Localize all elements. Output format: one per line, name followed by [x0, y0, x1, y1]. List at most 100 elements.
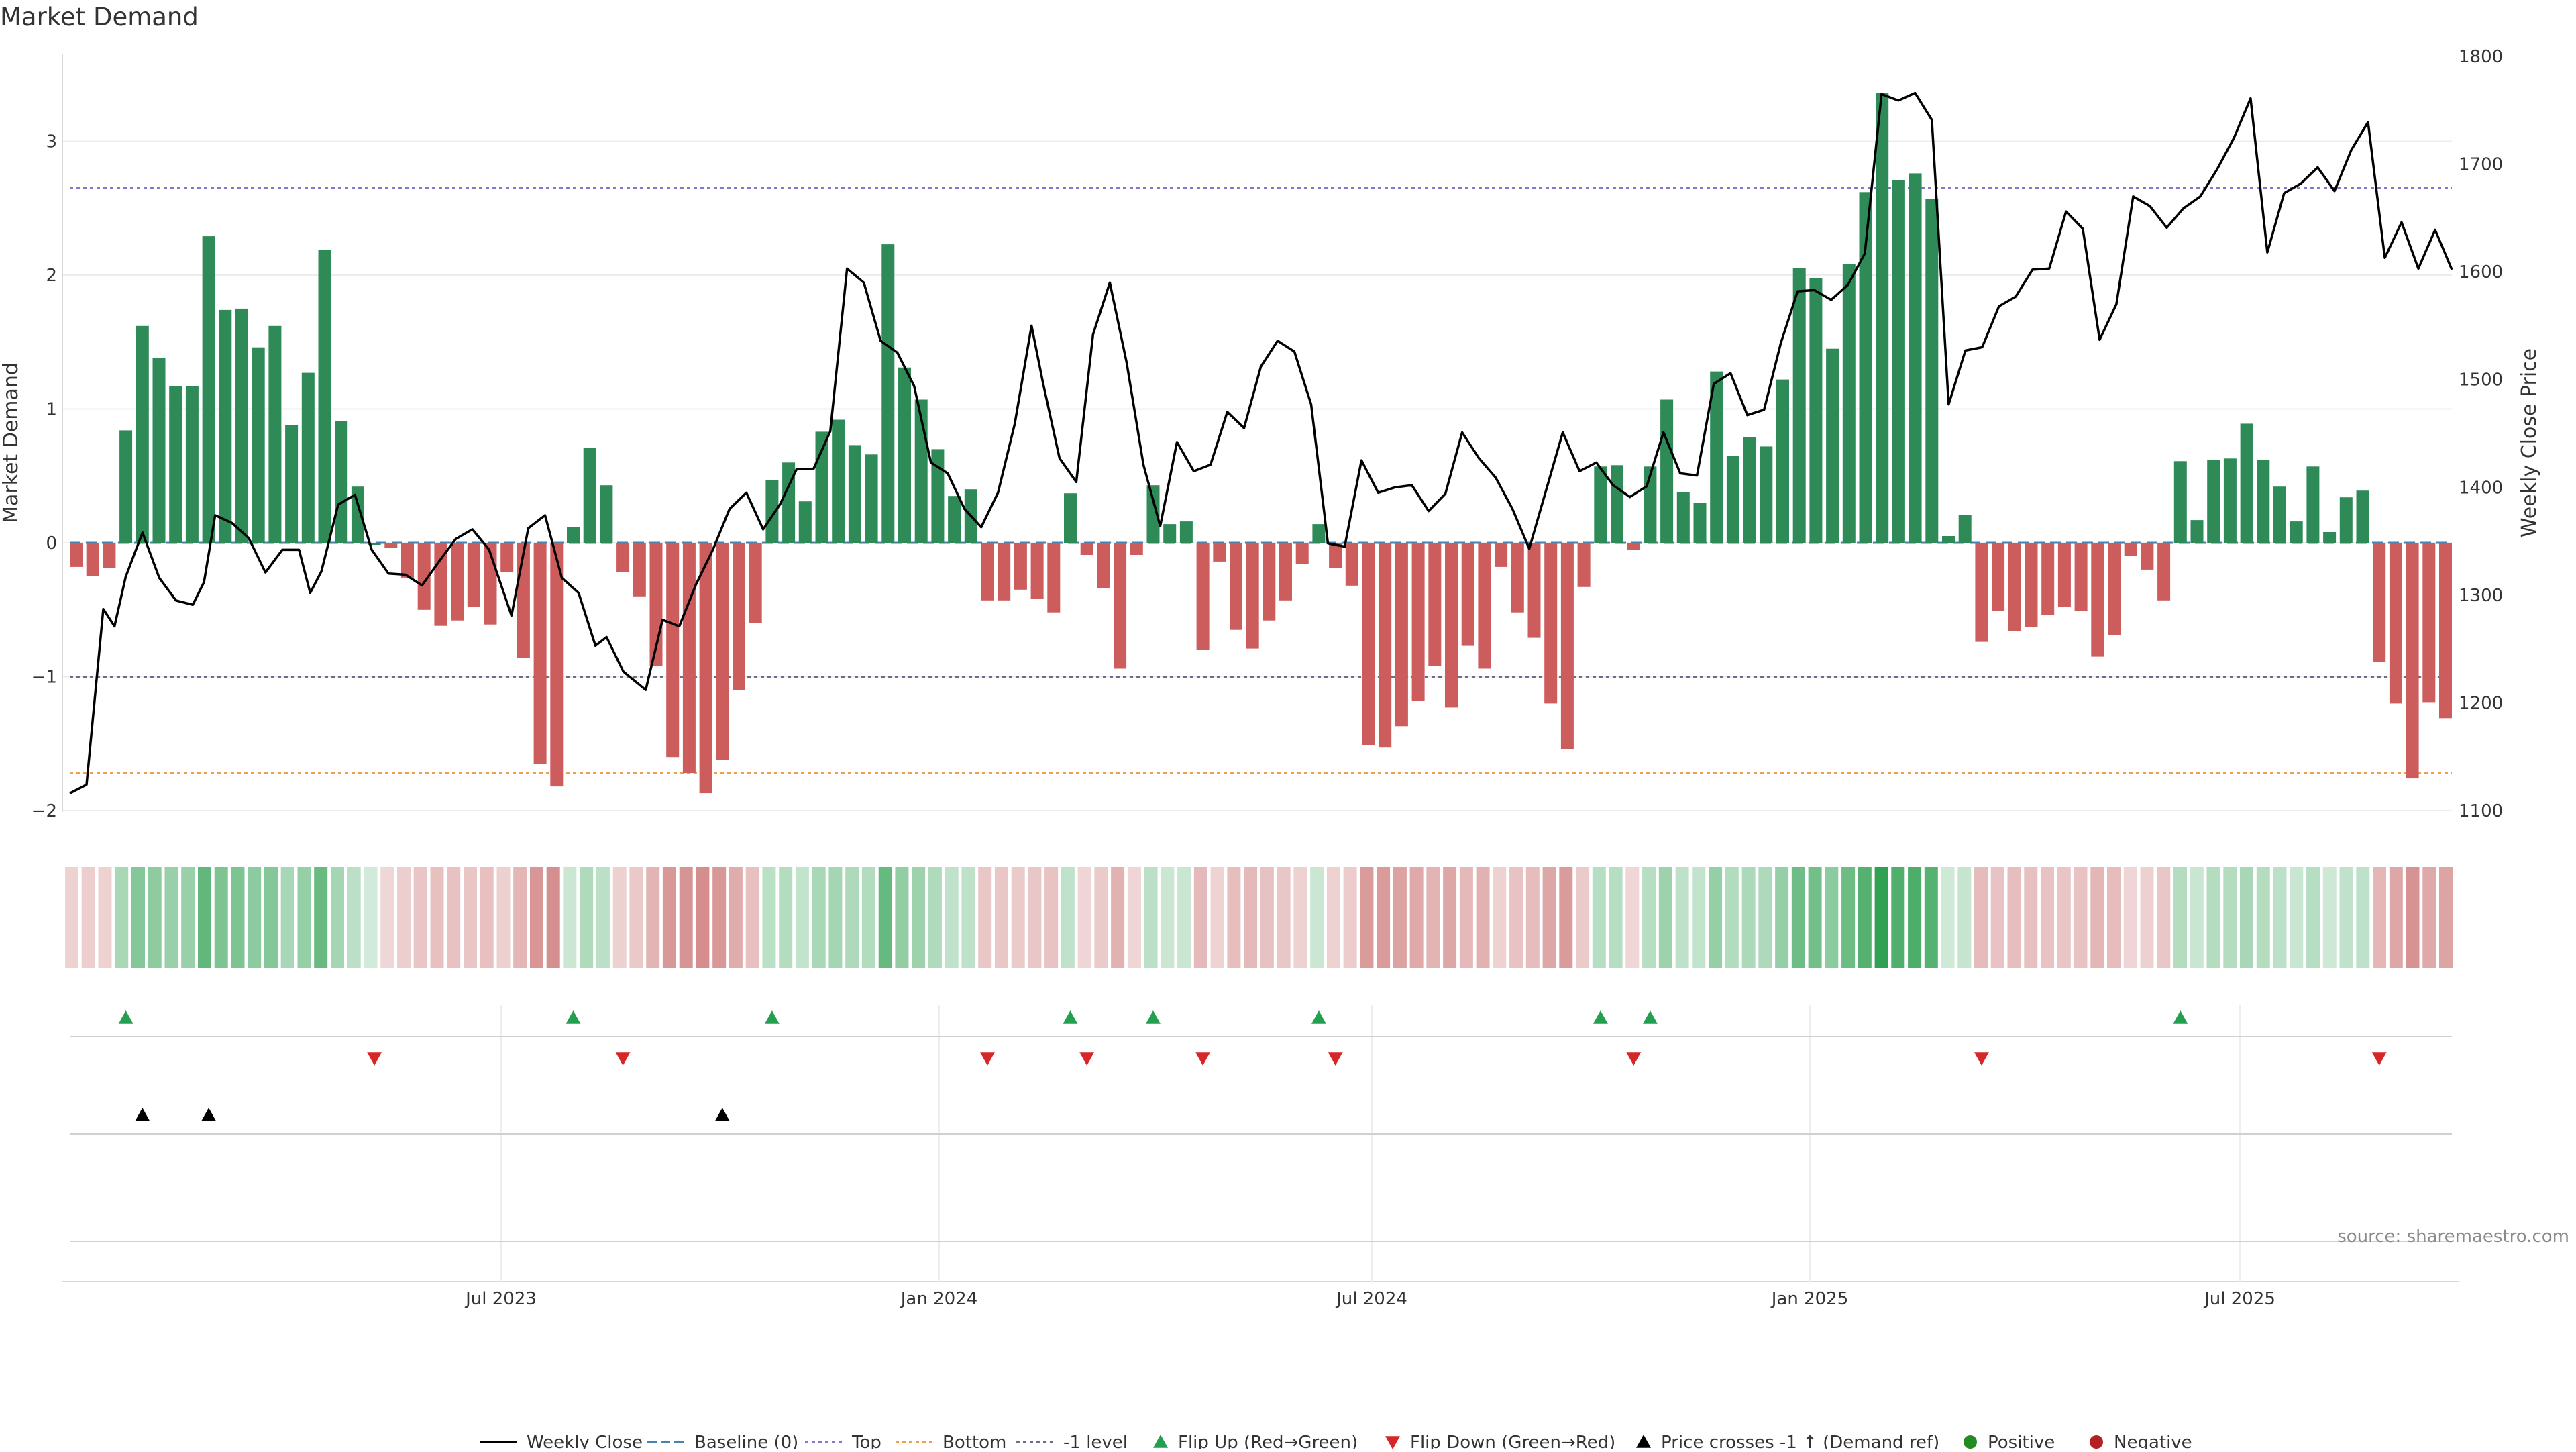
demand-bar [1146, 485, 1160, 543]
y-tick-label: −1 [32, 668, 57, 688]
demand-bar [1080, 543, 1093, 555]
flip-up-marker [1145, 1010, 1161, 1024]
demand-bar [2406, 543, 2419, 779]
demand-bar [733, 543, 745, 690]
weekly-close-series [69, 91, 2453, 794]
demand-heat-strip [65, 867, 2453, 968]
demand-bar [1263, 543, 1276, 621]
demand-bar [1428, 543, 1442, 666]
demand-bar [2339, 497, 2353, 543]
heat-cell [928, 867, 942, 968]
heat-cell [347, 867, 361, 968]
heat-cell [762, 867, 776, 968]
heat-cell [978, 867, 992, 968]
y-tick-label: 2 [46, 266, 57, 286]
flip-up-marker [2173, 1010, 2188, 1024]
demand-bar [2306, 466, 2320, 543]
heat-cell [1509, 867, 1523, 968]
demand-bar [1809, 278, 1823, 543]
heat-cell [1011, 867, 1025, 968]
heat-cell [464, 867, 477, 968]
legend-swatch-flip-down [1385, 1436, 1400, 1449]
heat-cell [1609, 867, 1623, 968]
heat-cell [729, 867, 743, 968]
y2-tick-label: 1200 [2459, 693, 2503, 713]
heat-cell [1409, 867, 1424, 968]
demand-bar [2124, 543, 2137, 556]
heat-cell [2174, 867, 2187, 968]
heat-cell [1459, 867, 1473, 968]
demand-bar [765, 480, 779, 543]
demand-bar [1627, 543, 1640, 550]
heat-cell [248, 867, 262, 968]
heat-cell [1908, 867, 1922, 968]
legend-label-weekly-close: Weekly Close [527, 1433, 643, 1449]
heat-cell [1426, 867, 1440, 968]
heat-cell [2223, 867, 2237, 968]
heat-cell [2422, 867, 2436, 968]
demand-bar [1411, 543, 1425, 701]
heat-cell [1476, 867, 1490, 968]
heat-cell [1974, 867, 1988, 968]
legend-label-flip-up: Flip Up (Red→Green) [1178, 1433, 1358, 1449]
heat-cell [65, 867, 78, 968]
demand-bar [2041, 543, 2055, 615]
heat-cell [1791, 867, 1805, 968]
heat-cell [2041, 867, 2054, 968]
demand-bar [1892, 180, 1905, 543]
flip-down-marker [367, 1052, 382, 1066]
y2-axis-label: Weekly Close Price [2518, 348, 2541, 537]
heat-cell [1044, 867, 1059, 968]
demand-bar [583, 448, 596, 543]
heat-cell [2157, 867, 2171, 968]
demand-bar [1163, 524, 1177, 543]
heat-cell [779, 867, 793, 968]
demand-bar [1495, 543, 1508, 567]
legend-label-positive: Positive [1988, 1433, 2055, 1449]
heat-cell [131, 867, 145, 968]
heat-cell [2140, 867, 2154, 968]
flip-up-marker [1311, 1010, 1326, 1024]
demand-bar [235, 308, 248, 543]
demand-bar [318, 250, 331, 543]
demand-bar [2174, 461, 2187, 543]
y2-tick-label: 1100 [2459, 801, 2503, 821]
heat-cell [115, 867, 129, 968]
flip-up-marker [118, 1010, 133, 1024]
demand-bar [2091, 543, 2104, 657]
demand-bar [2223, 458, 2237, 543]
heat-cell [1244, 867, 1258, 968]
demand-bar [2439, 543, 2452, 719]
heat-cell [1758, 867, 1772, 968]
demand-bar [1925, 199, 1939, 543]
heat-cell [1692, 867, 1706, 968]
flip-down-marker [2371, 1052, 2387, 1066]
heat-cell [994, 867, 1008, 968]
heat-cell [662, 867, 676, 968]
demand-bar [86, 543, 99, 576]
heat-cell [1858, 867, 1872, 968]
heat-cell [546, 867, 560, 968]
demand-bar [798, 501, 812, 543]
demand-bar [749, 543, 762, 623]
heat-cell [1841, 867, 1856, 968]
heat-cell [696, 867, 710, 968]
heat-cell [1625, 867, 1640, 968]
heat-cell [1193, 867, 1208, 968]
heat-cell [2290, 867, 2304, 968]
heat-cell [1343, 867, 1357, 968]
demand-bar [1014, 543, 1027, 590]
heat-cell [314, 867, 328, 968]
heat-cell [2074, 867, 2088, 968]
demand-bar [1876, 93, 1889, 543]
flip-down-marker [1626, 1052, 1642, 1066]
demand-bar [500, 543, 514, 572]
heat-cell [712, 867, 727, 968]
flip-up-marker [764, 1010, 780, 1024]
demand-bar [1511, 543, 1524, 613]
heat-cell [1144, 867, 1158, 968]
heat-cell [1061, 867, 1075, 968]
demand-bar [368, 543, 381, 545]
heat-cell [331, 867, 344, 968]
